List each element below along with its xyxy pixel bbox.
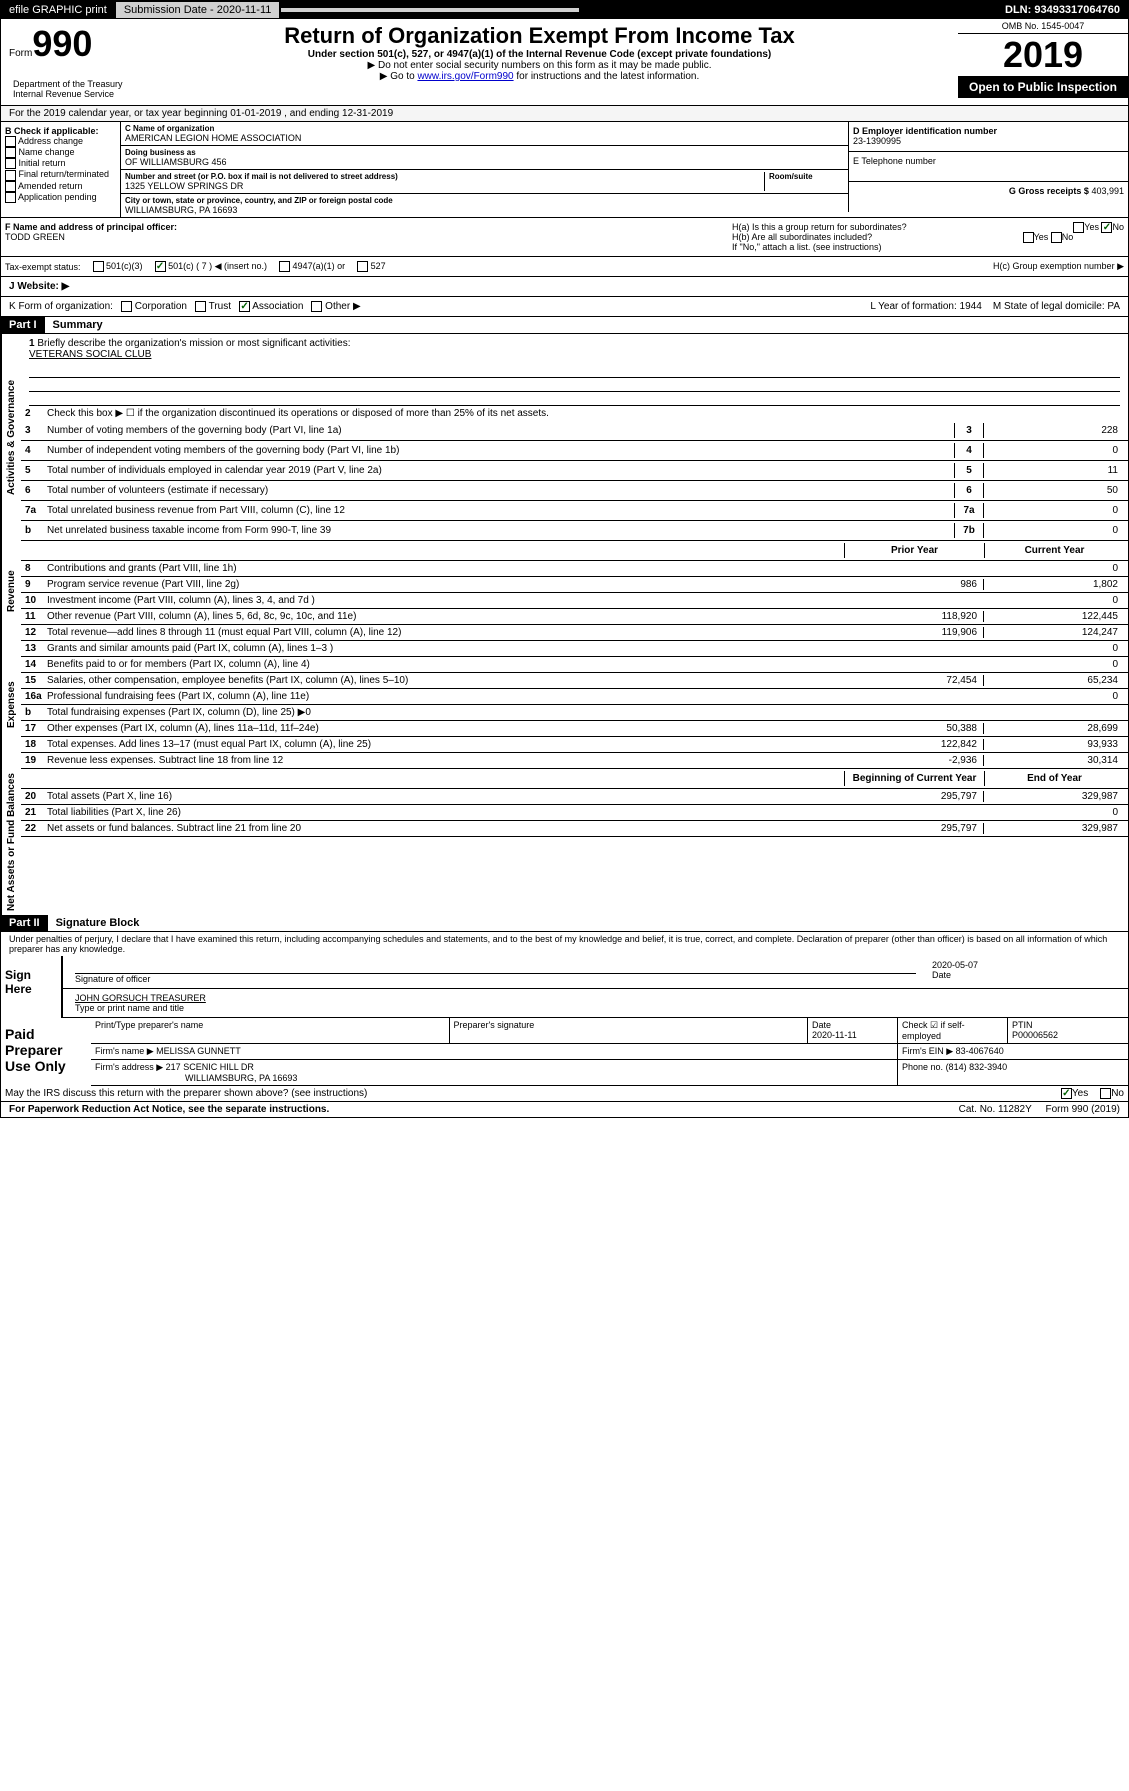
omb-number: OMB No. 1545-0047 <box>958 19 1128 34</box>
dba: OF WILLIAMSBURG 456 <box>125 157 844 167</box>
title-box: Return of Organization Exempt From Incom… <box>121 19 958 105</box>
mission: VETERANS SOCIAL CLUB <box>29 349 151 360</box>
irs-link[interactable]: www.irs.gov/Form990 <box>417 71 513 82</box>
tax-status-row: Tax-exempt status: 501(c)(3) ✓ 501(c) ( … <box>1 257 1128 277</box>
note1: ▶ Do not enter social security numbers o… <box>125 60 954 71</box>
footer: For Paperwork Reduction Act Notice, see … <box>1 1102 1128 1117</box>
discuss-row: May the IRS discuss this return with the… <box>1 1086 1128 1102</box>
firm-ein: 83-4067640 <box>956 1046 1004 1056</box>
note2: ▶ Go to www.irs.gov/Form990 for instruct… <box>125 71 954 82</box>
sign-block: Sign Here Signature of officer 2020-05-0… <box>1 956 1128 1018</box>
form-container: efile GRAPHIC print Submission Date - 20… <box>0 0 1129 1118</box>
year-box: OMB No. 1545-0047 2019 Open to Public In… <box>958 19 1128 105</box>
address: 1325 YELLOW SPRINGS DR <box>125 181 764 191</box>
paid-preparer-block: Paid Preparer Use Only Print/Type prepar… <box>1 1018 1128 1086</box>
dept-treasury: Department of the Treasury Internal Reve… <box>9 77 129 101</box>
check-pending[interactable]: Application pending <box>5 192 116 203</box>
col-b: B Check if applicable: Address change Na… <box>1 122 121 217</box>
col-de: D Employer identification number 23-1390… <box>848 122 1128 217</box>
officer-sign-name: JOHN GORSUCH TREASURER <box>75 993 206 1003</box>
info-grid: B Check if applicable: Address change Na… <box>1 122 1128 218</box>
firm-name: MELISSA GUNNETT <box>156 1046 241 1056</box>
gross-receipts: 403,991 <box>1091 186 1124 196</box>
open-public: Open to Public Inspection <box>958 76 1128 98</box>
activities-section: Activities & Governance 1 Briefly descri… <box>1 334 1128 541</box>
part1-header: Part I Summary <box>1 317 1128 334</box>
check-address[interactable]: Address change <box>5 136 116 147</box>
officer-name: TODD GREEN <box>5 232 724 242</box>
form-title: Return of Organization Exempt From Incom… <box>125 23 954 49</box>
check-final[interactable]: Final return/terminated <box>5 169 116 180</box>
submission-date: Submission Date - 2020-11-11 <box>115 1 281 19</box>
city: WILLIAMSBURG, PA 16693 <box>125 205 844 215</box>
perjury-text: Under penalties of perjury, I declare th… <box>1 932 1128 956</box>
efile-label: efile GRAPHIC print <box>1 2 115 18</box>
part2-header: Part II Signature Block <box>1 915 1128 932</box>
netassets-section: Net Assets or Fund Balances Beginning of… <box>1 769 1128 915</box>
col-c: C Name of organization AMERICAN LEGION H… <box>121 122 848 217</box>
ein: 23-1390995 <box>853 136 1124 146</box>
check-initial[interactable]: Initial return <box>5 158 116 169</box>
subtitle: Under section 501(c), 527, or 4947(a)(1)… <box>125 49 954 60</box>
blank-box <box>280 7 580 13</box>
check-name[interactable]: Name change <box>5 147 116 158</box>
ptin: P00006562 <box>1012 1030 1124 1040</box>
firm-addr: 217 SCENIC HILL DR <box>166 1062 254 1072</box>
org-name: AMERICAN LEGION HOME ASSOCIATION <box>125 133 844 143</box>
topbar: efile GRAPHIC print Submission Date - 20… <box>1 1 1128 19</box>
firm-phone: (814) 832-3940 <box>946 1062 1008 1072</box>
tax-year: 2019 <box>958 34 1128 76</box>
section-a: For the 2019 calendar year, or tax year … <box>1 106 1128 122</box>
revenue-section: Revenue Prior YearCurrent Year 8Contribu… <box>1 541 1128 641</box>
check-amended[interactable]: Amended return <box>5 181 116 192</box>
website-row: J Website: ▶ <box>1 277 1128 297</box>
form-number-box: Form990 Department of the Treasury Inter… <box>1 19 121 105</box>
row-fgh: F Name and address of principal officer:… <box>1 218 1128 257</box>
header-row: Form990 Department of the Treasury Inter… <box>1 19 1128 106</box>
dln: DLN: 93493317064760 <box>997 2 1128 18</box>
row-k: K Form of organization: Corporation Trus… <box>1 297 1128 317</box>
expenses-section: Expenses 13Grants and similar amounts pa… <box>1 641 1128 769</box>
